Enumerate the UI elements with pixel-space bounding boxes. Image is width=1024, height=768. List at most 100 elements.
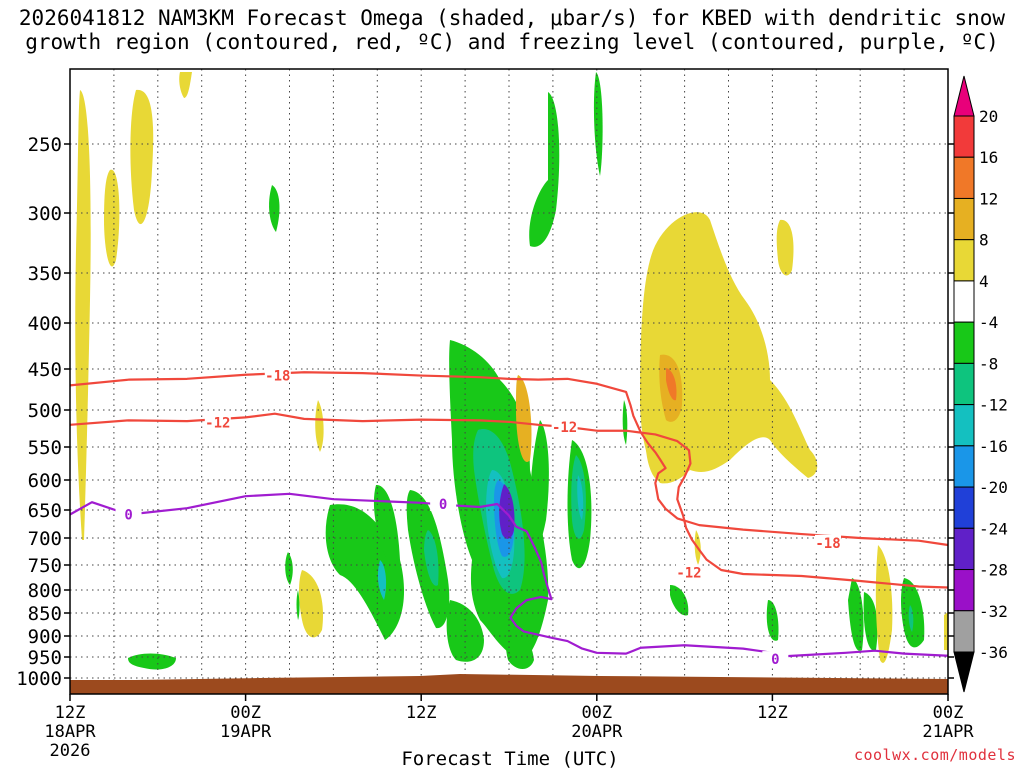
omega-shade [179, 72, 192, 98]
colorbar-swatch [953, 404, 975, 447]
colorbar-label: -8 [979, 354, 998, 373]
colorbar-label: -16 [979, 437, 1008, 456]
contour-label: -12 [205, 416, 230, 432]
colorbar-label: -12 [979, 396, 1008, 415]
contour-line [69, 371, 949, 547]
y-tick-label: 550 [28, 437, 62, 459]
x-tick-date: 19APR [220, 722, 272, 742]
colorbar-label: -4 [979, 313, 998, 332]
x-tick-label: 00Z [933, 703, 964, 723]
contour-label-bg [204, 414, 231, 430]
omega-shade [529, 420, 549, 551]
colorbar-swatch [953, 197, 975, 241]
x-tick-label: 12Z [406, 703, 437, 723]
contour-label-bg [762, 651, 789, 667]
y-tick-label: 650 [28, 500, 62, 522]
contour-label-bg [264, 367, 291, 383]
x-tick-date: 18APR [44, 722, 96, 742]
contour-label: 0 [439, 497, 447, 513]
omega-shade [516, 375, 532, 462]
omega-shade [776, 219, 794, 276]
contour-label: 0 [771, 652, 779, 668]
omega-shade [863, 592, 878, 651]
credit-text: coolwx.com/models [853, 746, 1016, 764]
omega-shade [299, 570, 324, 638]
colorbar-swatch [953, 321, 975, 364]
contour-label-bg [675, 564, 702, 580]
x-axis-title: Forecast Time (UTC) [401, 748, 618, 768]
contour-label-bg [815, 534, 842, 550]
omega-shade [944, 612, 948, 650]
colorbar-label: 12 [979, 189, 998, 208]
colorbar-label: -36 [979, 643, 1008, 662]
omega-shade [285, 552, 293, 585]
colorbar: 20 16 12 8 4 -4 -8 -12 -16 -20 -24 -28 -32 -36 [953, 75, 1008, 693]
omega-shade [670, 585, 689, 616]
x-tick-label: 12Z [757, 703, 788, 723]
contour-line [69, 412, 949, 589]
contours: -18 -18 -12 -12 -12 0 0 0 [69, 367, 949, 668]
omega-shading [75, 72, 948, 670]
terrain-top [70, 674, 948, 694]
colorbar-swatch [953, 115, 975, 158]
y-tick-label: 450 [28, 359, 62, 381]
omega-shade [128, 653, 176, 670]
omega-shade [875, 545, 893, 663]
omega-shade [577, 475, 584, 520]
colorbar-swatch [953, 362, 975, 406]
omega-shade [424, 530, 439, 586]
y-tick-label: 350 [28, 263, 62, 285]
plot-frame [69, 68, 949, 695]
y-tick-label: 800 [28, 580, 62, 602]
title-line-1: 2026041812 NAM3KM Forecast Omega (shaded… [18, 6, 1006, 30]
contour-label: -18 [265, 369, 290, 385]
y-tick-label: 400 [28, 313, 62, 335]
omega-shade [104, 169, 120, 267]
y-tick-label: 900 [28, 626, 62, 648]
y-tick-label: 850 [28, 603, 62, 625]
colorbar-swatch [953, 156, 975, 199]
contour-line [69, 492, 949, 658]
colorbar-label: -24 [979, 519, 1008, 538]
x-tick-year: 2026 [50, 741, 91, 761]
contour-label-bg [430, 496, 457, 511]
omega-shade [908, 605, 914, 632]
colorbar-swatch [953, 569, 975, 612]
colorbar-swatch [953, 280, 975, 323]
x-tick-label: 12Z [55, 703, 86, 723]
colorbar-swatch [953, 486, 975, 529]
omega-shade [296, 590, 300, 620]
y-tick-label: 1000 [16, 668, 62, 690]
chart-title: 2026041812 NAM3KM Forecast Omega (shaded… [0, 6, 1024, 54]
colorbar-cap-top [953, 75, 975, 117]
colorbar-swatch [953, 445, 975, 488]
y-tick-label: 500 [28, 400, 62, 422]
omega-shade [75, 90, 91, 540]
title-line-2: growth region (contoured, red, ºC) and f… [25, 30, 999, 54]
x-tick-date: 21APR [922, 722, 974, 742]
y-tick-label: 750 [28, 555, 62, 577]
omega-shade [848, 578, 864, 651]
colorbar-swatch [953, 239, 975, 282]
colorbar-label: -28 [979, 561, 1008, 580]
y-tick-label: 950 [28, 647, 62, 669]
colorbar-label: -20 [979, 478, 1008, 497]
contour-label-bg [115, 506, 142, 522]
x-tick-label: 00Z [230, 703, 261, 723]
colorbar-label: 8 [979, 231, 989, 250]
contour-label: -12 [676, 566, 701, 582]
contour-label: -12 [552, 420, 577, 436]
omega-shade [130, 89, 154, 225]
y-tick-label: 700 [28, 528, 62, 550]
contour-label-bg [551, 419, 578, 435]
omega-shade [529, 92, 560, 247]
omega-shade [315, 400, 324, 452]
omega-shade [622, 400, 628, 445]
colorbar-swatch [953, 610, 975, 653]
contour-label: 0 [124, 507, 132, 523]
omega-shade [373, 484, 400, 565]
colorbar-swatch [953, 527, 975, 571]
omega-shade [499, 484, 515, 539]
